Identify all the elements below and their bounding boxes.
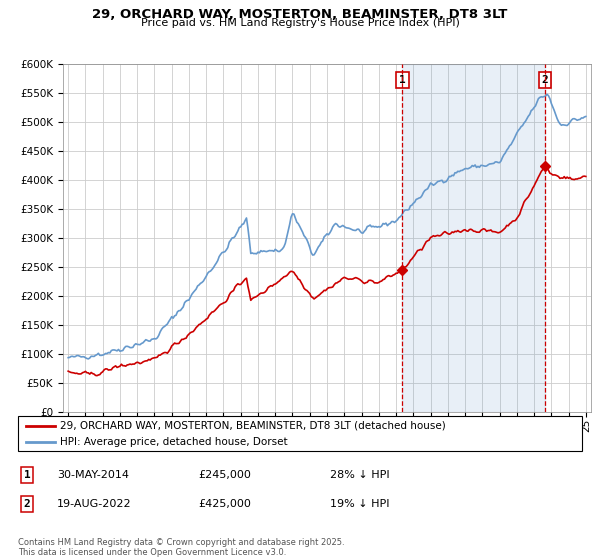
Text: £245,000: £245,000 <box>198 470 251 480</box>
Text: HPI: Average price, detached house, Dorset: HPI: Average price, detached house, Dors… <box>60 437 288 447</box>
Bar <box>403 64 545 412</box>
Text: 29, ORCHARD WAY, MOSTERTON, BEAMINSTER, DT8 3LT (detached house): 29, ORCHARD WAY, MOSTERTON, BEAMINSTER, … <box>60 421 446 431</box>
Text: 19-AUG-2022: 19-AUG-2022 <box>57 499 131 509</box>
Text: Contains HM Land Registry data © Crown copyright and database right 2025.
This d: Contains HM Land Registry data © Crown c… <box>18 538 344 557</box>
Text: 2: 2 <box>541 75 548 85</box>
Text: 19% ↓ HPI: 19% ↓ HPI <box>330 499 389 509</box>
Text: £425,000: £425,000 <box>198 499 251 509</box>
Text: 2: 2 <box>23 499 31 509</box>
Text: 28% ↓ HPI: 28% ↓ HPI <box>330 470 389 480</box>
Text: 30-MAY-2014: 30-MAY-2014 <box>57 470 129 480</box>
Text: 29, ORCHARD WAY, MOSTERTON, BEAMINSTER, DT8 3LT: 29, ORCHARD WAY, MOSTERTON, BEAMINSTER, … <box>92 8 508 21</box>
FancyBboxPatch shape <box>18 416 582 451</box>
Text: 1: 1 <box>23 470 31 480</box>
Text: 1: 1 <box>399 75 406 85</box>
Text: Price paid vs. HM Land Registry's House Price Index (HPI): Price paid vs. HM Land Registry's House … <box>140 18 460 29</box>
